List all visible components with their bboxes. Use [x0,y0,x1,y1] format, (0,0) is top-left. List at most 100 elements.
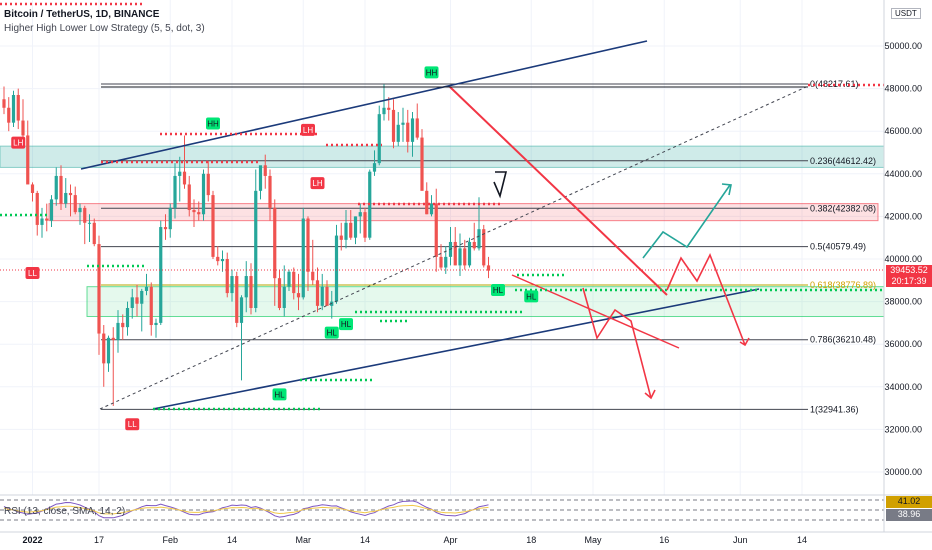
candle-body-up [254,190,258,308]
candle-body-up [287,271,291,287]
time-tick-label: May [584,535,602,545]
candle-body-up [429,203,434,215]
candle-body-down [249,276,253,308]
fib-level-label: 0.236(44612.42) [810,156,876,166]
candle-body-down [192,210,196,213]
time-tick-label: Jun [733,535,748,545]
fib-level-label: 1(32941.36) [810,404,859,414]
price-axis[interactable]: 30000.00 32000.00 34000.00 36000.00 38000.00… [883,0,922,532]
candle-body-up [344,222,348,240]
candle-body-up [78,207,82,213]
candle-body-up [159,227,163,323]
fib-level-label: 0.786(36210.48) [810,335,876,345]
candle-body-up [353,216,358,238]
candle-body-down [30,184,35,193]
price-tick-label: 32000.00 [884,424,922,434]
candle-body-up [106,337,111,364]
lower-channel-trendline [152,288,760,410]
rsi-title[interactable]: RSI (13, close, SMA, 14, 2) [4,506,126,517]
candle-body-up [87,222,92,224]
currency-badge[interactable]: USDT [891,8,921,19]
candle-body-up [140,290,144,304]
price-tick-label: 34000.00 [884,382,922,392]
candle-body-up [40,218,44,225]
candle-body-down [325,286,329,306]
swing-label-text: LL [28,269,37,278]
price-tick-label: 36000.00 [884,339,922,349]
time-axis[interactable]: 2022 17 Feb 14 Mar 14 Apr 18 May 16 Jun 14 [0,531,932,545]
swing-label-text: LL [128,420,137,429]
candle-body-up [116,322,120,340]
candle-body-down [211,195,215,257]
swing-label-box [206,117,220,130]
swing-label-box [491,284,505,297]
time-tick-label: 16 [659,535,669,545]
candle-body-up [54,175,58,200]
swing-label-text: HH [426,68,438,77]
swing-label-text: HH [207,119,219,128]
candle-body-down [225,259,229,294]
price-tick-label: 30000.00 [884,467,922,477]
countdown-value: 20:17:39 [891,276,927,286]
candle-body-up [239,297,244,323]
candle-body-down [21,120,25,136]
candle-body-up [372,163,377,172]
candle-body-down [92,222,96,245]
candle-body-up [444,256,448,268]
candle-body-up [154,322,158,326]
small-zigzag [493,171,508,199]
swing-label-box [25,267,40,279]
fib-level-label: 0.5(40579.49) [810,242,866,252]
candle-body-down [339,235,343,240]
candle-body-down [296,293,301,298]
candle-body-down [263,165,267,176]
candle-body-up [220,259,225,262]
swing-label-text: HL [274,390,285,399]
candle-body-down [486,265,491,271]
candle-body-down [420,137,424,191]
bearish-projection-2 [666,253,746,346]
swing-label-text: LH [13,139,23,148]
descending-support-line [511,274,680,349]
fib-level-label: 0.618(38776.89) [810,280,876,290]
swing-label-box [524,290,539,303]
candle-body-up [64,192,68,204]
candle-body-down [315,280,320,306]
bullish-arrowhead [721,183,732,196]
candle-body-down [216,256,220,262]
candle-body-up [130,297,134,308]
candle-body-down [197,212,201,215]
swing-label-box [11,136,26,149]
indicator-title[interactable]: Higher High Lower Low Strategy (5, 5, do… [4,23,205,34]
price-tick-label: 42000.00 [884,211,922,221]
swing-label-box [125,418,140,431]
candle-body-up [358,212,362,217]
time-tick-label: 14 [360,535,370,545]
swing-label-box [339,318,353,331]
candle-body-up [320,286,324,306]
candle-body-down [2,99,6,108]
candle-body-up [201,173,206,215]
time-tick-label: 14 [227,535,237,545]
time-tick-label: 17 [94,535,104,545]
candle-body-down [7,107,11,123]
candle-body-up [396,124,400,142]
candle-body-down [59,175,63,204]
rsi-pane [0,494,932,521]
swing-label-box [301,123,315,136]
swing-label-text: HL [493,286,504,295]
candle-body-down [453,241,457,266]
last-price-value: 39453.52 [890,265,928,275]
symbol-title[interactable]: Bitcoin / TetherUS, 1D, BINANCE [4,9,160,20]
upper-channel-trendline [80,40,648,170]
candle-body-up [244,276,248,298]
bearish-projection-1 [582,287,652,399]
candle-body-up [467,241,472,266]
price-tick-label: 38000.00 [884,297,922,307]
rsi-ma-line [3,504,489,515]
candle-body-up [458,248,462,266]
candle-body-down [268,175,272,208]
candle-body-down [121,322,125,328]
